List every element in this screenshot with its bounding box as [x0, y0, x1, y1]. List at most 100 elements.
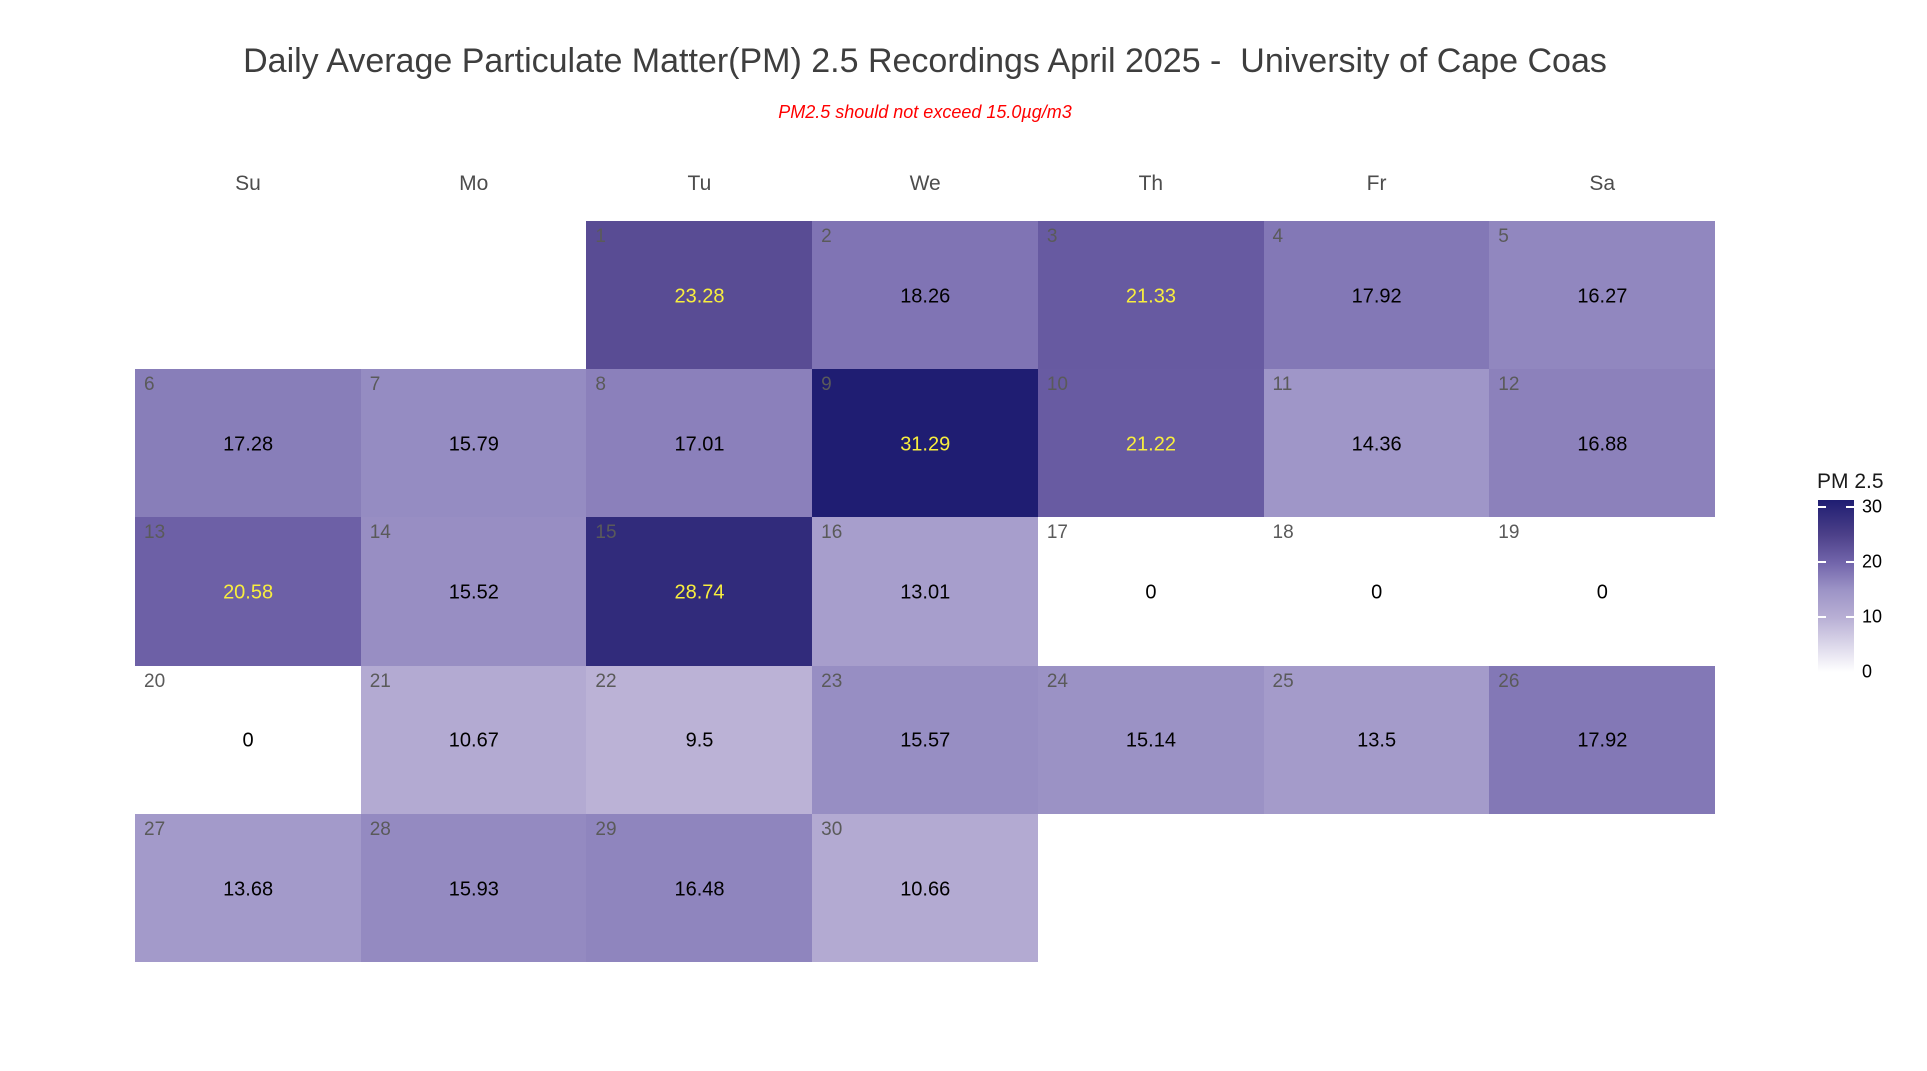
day-number: 8: [595, 374, 606, 396]
day-number: 26: [1498, 670, 1520, 692]
calendar-cell-day-15: 15 28.74: [586, 517, 813, 667]
day-number: 16: [821, 522, 843, 544]
pm25-value: 17.01: [674, 433, 725, 456]
chart-title: Daily Average Particulate Matter(PM) 2.5…: [243, 42, 1607, 80]
calendar-cell-day-17: 17 0: [1037, 517, 1265, 667]
day-number: 6: [144, 374, 155, 396]
legend-tick-mark-10: [1818, 616, 1826, 619]
calendar-cell-day-28: 28 15.93: [360, 813, 587, 963]
day-number: 30: [821, 818, 843, 840]
pm25-value: 13.5: [1357, 729, 1397, 752]
calendar-cell-day-8: 8 17.01: [586, 369, 813, 518]
pm25-value: 13.68: [223, 878, 274, 901]
day-number: 23: [821, 670, 843, 692]
pm25-value: 0: [1145, 581, 1157, 604]
pm25-value: 23.28: [674, 285, 725, 308]
calendar-cell-day-7: 7 15.79: [360, 369, 587, 518]
pm25-value: 14.36: [1351, 433, 1402, 456]
calendar-cell-day-13: 13 20.58: [135, 517, 362, 667]
calendar-cell-day-2: 2 18.26: [812, 221, 1039, 370]
calendar-cell-day-10: 10 21.22: [1037, 369, 1265, 518]
pm25-value: 21.22: [1125, 433, 1176, 456]
pm25-value: 9.5: [685, 729, 714, 752]
calendar-cell-day-30: 30 10.66: [812, 813, 1039, 963]
day-number: 4: [1272, 226, 1284, 247]
pm25-value: 17.92: [1351, 285, 1402, 308]
calendar-cell-day-29: 29 16.48: [586, 813, 813, 963]
day-number: 18: [1272, 522, 1294, 544]
weekday-header-tu: Tu: [687, 172, 712, 195]
day-number: 22: [595, 670, 617, 692]
day-number: 14: [369, 522, 391, 544]
weekday-header-we: We: [909, 172, 941, 195]
legend-tick-mark-30: [1846, 506, 1854, 509]
day-number: 28: [369, 818, 391, 840]
weekday-header-su: Su: [235, 172, 261, 195]
pm25-value: 0: [1371, 581, 1383, 604]
weekday-header-mo: Mo: [459, 172, 489, 195]
legend-tick-label-20: 20: [1862, 551, 1883, 572]
pm25-value: 17.92: [1577, 729, 1628, 752]
day-number: 17: [1046, 522, 1068, 544]
calendar-cell-day-6: 6 17.28: [135, 369, 362, 518]
calendar-cell-day-1: 1 23.28: [586, 221, 813, 370]
calendar-cell-day-5: 5 16.27: [1489, 221, 1716, 370]
day-number: 20: [144, 670, 166, 692]
calendar-cell-day-11: 11 14.36: [1263, 369, 1490, 518]
pm25-value: 15.93: [448, 878, 499, 901]
weekday-header-sa: Sa: [1589, 172, 1616, 195]
chart-subtitle: PM2.5 should not exceed 15.0µg/m3: [778, 102, 1072, 122]
calendar-cell-day-23: 23 15.57: [812, 665, 1039, 815]
pm25-value: 15.14: [1125, 729, 1176, 752]
day-number: 5: [1498, 226, 1509, 247]
pm25-value: 15.79: [448, 433, 499, 456]
calendar-cell-day-18: 18 0: [1263, 517, 1490, 667]
calendar-cell-day-24: 24 15.14: [1037, 665, 1265, 815]
legend-tick-label-0: 0: [1862, 661, 1873, 682]
day-number: 9: [821, 374, 832, 396]
day-number: 1: [595, 226, 606, 247]
day-number: 19: [1498, 522, 1520, 544]
legend-tick-label-30: 30: [1862, 496, 1883, 517]
pm25-value: 10.67: [448, 729, 499, 752]
weekday-header-fr: Fr: [1366, 172, 1387, 195]
day-number: 10: [1046, 374, 1068, 396]
calendar-cell-day-22: 22 9.5: [586, 665, 813, 815]
calendar-cell-day-9: 9 31.29: [812, 369, 1039, 518]
weekday-header-th: Th: [1138, 172, 1164, 195]
pm25-value: 0: [242, 729, 254, 752]
legend-gradient-bar: [1818, 500, 1854, 672]
pm25-value: 20.58: [223, 581, 274, 604]
pm25-value: 21.33: [1125, 285, 1176, 308]
pm25-value: 31.29: [900, 433, 951, 456]
calendar-cell-day-4: 4 17.92: [1263, 221, 1490, 370]
pm25-value: 18.26: [900, 285, 951, 308]
calendar-cell-day-20: 20 0: [135, 665, 362, 815]
day-number: 2: [821, 226, 832, 247]
pm25-value: 28.74: [674, 581, 725, 604]
pm25-value: 16.27: [1577, 285, 1628, 308]
day-number: 25: [1272, 670, 1294, 692]
day-number: 12: [1498, 374, 1520, 396]
legend-tick-mark-20: [1846, 561, 1854, 564]
calendar-cell-day-27: 27 13.68: [135, 813, 362, 963]
day-number: 15: [595, 522, 617, 544]
pm25-value: 0: [1596, 581, 1608, 604]
pm25-value: 16.88: [1577, 433, 1628, 456]
pm25-value: 16.48: [674, 878, 725, 901]
legend-tick-label-10: 10: [1862, 606, 1883, 627]
pm25-value: 10.66: [900, 878, 951, 901]
calendar-cell-day-25: 25 13.5: [1263, 665, 1490, 815]
day-number: 29: [595, 818, 617, 840]
calendar-cell-day-16: 16 13.01: [812, 517, 1039, 667]
calendar-cell-day-3: 3 21.33: [1037, 221, 1265, 370]
day-number: 21: [369, 670, 391, 692]
pm25-value: 17.28: [223, 433, 274, 456]
day-number: 7: [369, 374, 381, 396]
calendar-cell-day-12: 12 16.88: [1489, 369, 1716, 518]
legend-title: PM 2.5: [1817, 470, 1884, 493]
day-number: 3: [1046, 226, 1058, 247]
legend-tick-mark-20: [1818, 561, 1826, 564]
calendar-cell-day-19: 19 0: [1489, 517, 1716, 667]
day-number: 24: [1046, 670, 1068, 692]
